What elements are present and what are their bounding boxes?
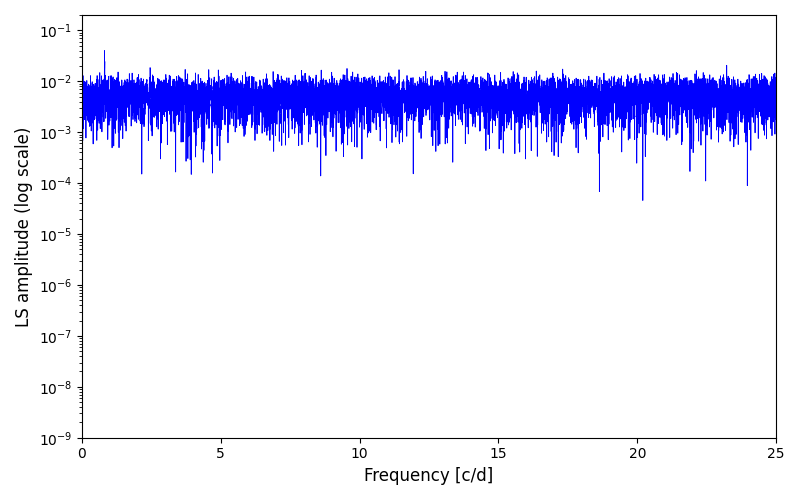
Y-axis label: LS amplitude (log scale): LS amplitude (log scale) — [15, 126, 33, 326]
X-axis label: Frequency [c/d]: Frequency [c/d] — [364, 467, 494, 485]
